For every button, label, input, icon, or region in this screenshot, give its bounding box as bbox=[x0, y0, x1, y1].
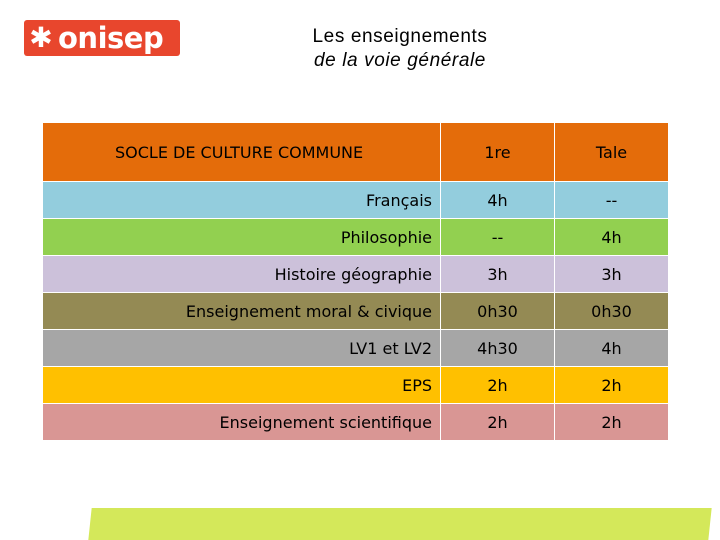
table-header-row: SOCLE DE CULTURE COMMUNE 1re Tale bbox=[42, 122, 669, 182]
title-line-2: de la voie générale bbox=[314, 50, 486, 71]
subject-cell: Enseignement scientifique bbox=[42, 403, 441, 441]
hours-1re-cell: 3h bbox=[440, 255, 555, 293]
hours-1re-cell: 4h bbox=[440, 181, 555, 219]
table-row: Philosophie -- 4h bbox=[42, 218, 669, 256]
page-title: Les enseignements de la voie générale bbox=[260, 25, 540, 73]
table-row: EPS 2h 2h bbox=[42, 366, 669, 404]
logo-text: onisep bbox=[58, 21, 164, 55]
title-line-1: Les enseignements bbox=[312, 26, 488, 47]
subject-cell: LV1 et LV2 bbox=[42, 329, 441, 367]
hours-tale-cell: 2h bbox=[554, 403, 669, 441]
hours-1re-cell: 2h bbox=[440, 403, 555, 441]
onisep-logo[interactable]: ✱ onisep bbox=[24, 20, 180, 56]
subject-cell: Enseignement moral & civique bbox=[42, 292, 441, 330]
hours-table: SOCLE DE CULTURE COMMUNE 1re Tale França… bbox=[42, 122, 669, 441]
subject-cell: Français bbox=[42, 181, 441, 219]
hours-tale-cell: 3h bbox=[554, 255, 669, 293]
header-col-tale: Tale bbox=[554, 122, 669, 182]
subject-cell: Histoire géographie bbox=[42, 255, 441, 293]
table-row: LV1 et LV2 4h30 4h bbox=[42, 329, 669, 367]
hours-1re-cell: 2h bbox=[440, 366, 555, 404]
subject-cell: EPS bbox=[42, 366, 441, 404]
header-subject: SOCLE DE CULTURE COMMUNE bbox=[42, 122, 441, 182]
hours-1re-cell: 0h30 bbox=[440, 292, 555, 330]
table-row: Français 4h -- bbox=[42, 181, 669, 219]
hours-tale-cell: 4h bbox=[554, 218, 669, 256]
hours-1re-cell: 4h30 bbox=[440, 329, 555, 367]
hours-tale-cell: 2h bbox=[554, 366, 669, 404]
asterisk-icon: ✱ bbox=[29, 22, 53, 53]
table-row: Enseignement scientifique 2h 2h bbox=[42, 403, 669, 441]
hours-1re-cell: -- bbox=[440, 218, 555, 256]
hours-tale-cell: 0h30 bbox=[554, 292, 669, 330]
header-col-1re: 1re bbox=[440, 122, 555, 182]
table-row: Histoire géographie 3h 3h bbox=[42, 255, 669, 293]
table-row: Enseignement moral & civique 0h30 0h30 bbox=[42, 292, 669, 330]
hours-tale-cell: -- bbox=[554, 181, 669, 219]
subject-cell: Philosophie bbox=[42, 218, 441, 256]
decorative-band bbox=[88, 508, 712, 540]
hours-tale-cell: 4h bbox=[554, 329, 669, 367]
